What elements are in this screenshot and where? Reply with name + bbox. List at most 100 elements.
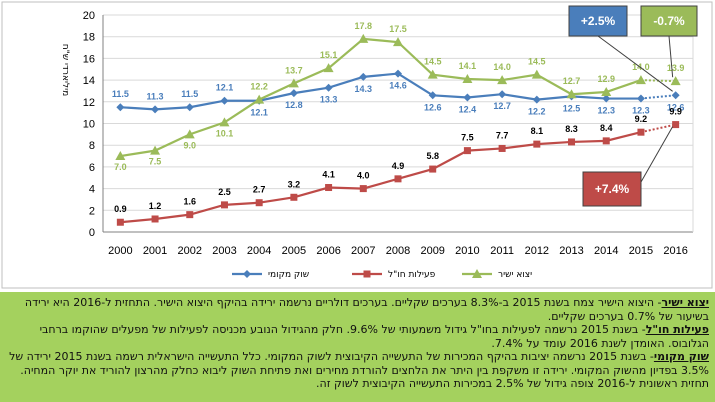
series-1-point xyxy=(533,140,541,148)
series-0-data-label: 12.1 xyxy=(216,83,234,93)
series-2-data-label: 10.1 xyxy=(216,128,234,138)
series-0-data-label: 11.3 xyxy=(147,91,164,101)
x-tick-label: 2007 xyxy=(351,245,375,257)
x-tick-label: 2016 xyxy=(663,245,687,257)
series-1-data-label: 7.5 xyxy=(461,133,474,143)
series-0-data-label: 12.3 xyxy=(597,106,615,116)
series-1-point xyxy=(186,211,194,219)
y-tick-label: 8 xyxy=(89,140,95,152)
note-export: יצוא ישיר- היצוא הישיר צמח בשנת 2015 ב-8… xyxy=(6,296,709,323)
series-2-data-label: 7.0 xyxy=(114,162,127,172)
series-1-data-label: 8.4 xyxy=(600,123,613,133)
series-1-data-label: 8.1 xyxy=(531,126,544,136)
x-tick-label: 2015 xyxy=(629,245,653,257)
series-2-data-label: 14.5 xyxy=(528,57,546,67)
y-tick-label: 4 xyxy=(89,184,95,196)
series-1-data-label: 5.8 xyxy=(426,151,439,161)
x-tick-label: 2001 xyxy=(143,245,167,257)
series-2-point xyxy=(566,89,577,99)
series-0-point xyxy=(289,89,298,98)
series-1-data-label: 2.5 xyxy=(218,187,231,197)
series-2-point xyxy=(497,75,508,85)
x-tick-label: 2005 xyxy=(282,245,306,257)
series-1-data-label: 8.3 xyxy=(565,124,578,134)
x-tick-label: 2008 xyxy=(386,245,410,257)
series-2-point xyxy=(288,78,299,88)
series-1-data-label: 9.9 xyxy=(669,107,682,117)
series-0-data-label: 11.5 xyxy=(181,89,198,99)
y-tick-label: 16 xyxy=(83,53,95,65)
legend-swatch-marker xyxy=(243,270,251,278)
series-1-point xyxy=(429,165,437,173)
series-2-data-label: 17.8 xyxy=(355,21,373,31)
legend-swatch-marker xyxy=(363,270,371,278)
note-export-lead: יצוא ישיר xyxy=(661,296,709,309)
series-1-data-label: 1.6 xyxy=(184,197,197,207)
series-2-line xyxy=(120,37,642,158)
series-0-point xyxy=(324,83,333,92)
x-tick-label: 2006 xyxy=(316,245,340,257)
series-1-data-label: 3.2 xyxy=(288,179,301,189)
legend-label: שוק מקומי xyxy=(268,270,309,280)
series-0-point xyxy=(394,69,402,78)
y-tick-label: 10 xyxy=(83,119,95,131)
callout-box xyxy=(582,171,642,207)
series-1-point xyxy=(359,185,367,193)
series-2-point xyxy=(462,74,473,84)
series-2-data-label: 9.0 xyxy=(184,140,197,150)
series-0-data-label: 12.2 xyxy=(528,107,546,117)
y-tick-label: 0 xyxy=(89,227,95,239)
series-1-data-label: 4.9 xyxy=(392,161,405,171)
series-1-point xyxy=(151,215,159,223)
series-2-point xyxy=(184,129,195,139)
series-2-point xyxy=(150,145,161,155)
series-1-projection-line xyxy=(640,123,676,134)
series-1-point xyxy=(568,138,576,146)
series-0-data-label: 11.5 xyxy=(112,89,129,99)
series-0-data-label: 12.6 xyxy=(667,102,685,112)
series-2-point xyxy=(115,151,126,161)
series-0-data-label: 12.7 xyxy=(493,101,511,111)
series-0-point xyxy=(359,72,368,81)
series-2-point xyxy=(254,94,265,104)
line-chart-svg: 0 2 4 6 8 10 12 14 16 18 20 מיליארדי ש"ח 2000 2001 200… xyxy=(1,1,713,289)
series-0-data-label: 12.3 xyxy=(632,106,650,116)
commentary-box: יצוא ישיר- היצוא הישיר צמח בשנת 2015 ב-8… xyxy=(0,292,715,402)
x-tick-label: 2009 xyxy=(420,245,444,257)
series-1-data-label: 0.9 xyxy=(114,204,127,214)
callout-box xyxy=(640,5,698,37)
series-2-point xyxy=(393,37,403,47)
series-2-point xyxy=(427,69,438,79)
x-tick-label: 2004 xyxy=(247,245,271,257)
note-abroad: פעילות חו"ל- בשנת 2015 נרשמה לפעילות בחו… xyxy=(6,323,709,350)
series-1-line xyxy=(120,131,642,224)
series-1-data-label: 4.0 xyxy=(357,171,370,181)
series-2-data-label: 7.5 xyxy=(149,157,162,167)
series-0-data-label: 14.6 xyxy=(389,81,407,91)
note-local-lead: שוק מקומי xyxy=(653,350,709,363)
series-2-data-label: 14.1 xyxy=(459,61,477,71)
series-1-data-label: 4.1 xyxy=(322,170,335,180)
series-0-data-label: 12.1 xyxy=(250,108,268,118)
series-0-data-label: 12.4 xyxy=(459,104,477,114)
note-abroad-lead: פעילות חו"ל xyxy=(645,323,709,336)
series-1-point xyxy=(602,137,610,145)
series-1-data-label: 2.7 xyxy=(253,185,266,195)
series-2-data-label: 12.2 xyxy=(250,82,268,92)
note-abroad-text: - בשנת 2015 נרשמה לפעילות בחו"ל גידול מש… xyxy=(39,323,709,350)
series-0-line xyxy=(120,72,641,111)
callout-connector xyxy=(640,126,674,183)
series-0-point xyxy=(220,96,229,105)
series-0-point xyxy=(602,94,611,103)
series-2-point xyxy=(358,33,369,43)
note-export-text: - היצוא הישיר צמח בשנת 2015 ב-8.3% בערכי… xyxy=(24,296,709,323)
series-2-point xyxy=(219,117,230,127)
series-0-point xyxy=(671,91,680,100)
series-0-point xyxy=(185,103,194,112)
series-0-point xyxy=(498,90,507,99)
legend-swatch-marker xyxy=(472,269,482,278)
series-0-data-label: 12.6 xyxy=(424,102,442,112)
series-1-data-label: 9.2 xyxy=(635,114,648,124)
series-2-point xyxy=(670,76,681,86)
y-tick-label: 14 xyxy=(83,75,95,87)
